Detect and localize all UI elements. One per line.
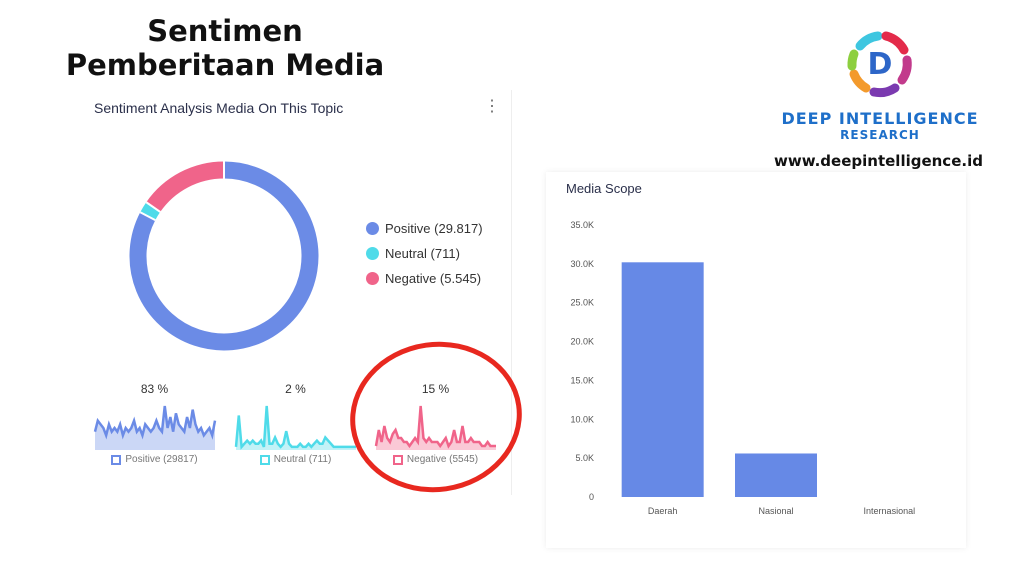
logo: D DEEP INTELLIGENCE RESEARCH (780, 24, 980, 142)
checkbox-icon (259, 454, 270, 465)
legend-negative[interactable]: Negative (5.545) (366, 266, 483, 291)
x-tick-label: Internasional (864, 506, 916, 516)
donut-slice-1[interactable] (140, 202, 161, 221)
sparkline-chart (93, 405, 216, 450)
y-tick-label: 15.0K (570, 375, 594, 385)
sparkline-chart (234, 405, 356, 450)
y-tick-label: 0 (589, 492, 594, 502)
sparkline-line (234, 405, 356, 450)
sparkline-label: Neutral (711) (273, 454, 332, 465)
percent-label: 83 % (140, 382, 169, 396)
brand-sub: RESEARCH (840, 128, 920, 142)
checkbox-icon (111, 454, 122, 465)
slice-separator (145, 201, 161, 213)
sparkline-chart (374, 405, 496, 450)
sparkline-label: Negative (5545) (406, 454, 479, 465)
checkbox-icon (392, 454, 403, 465)
y-tick-label: 5.0K (575, 453, 594, 463)
y-tick-label: 35.0K (570, 220, 594, 230)
sparkline-neutral: 2 % Neutral (711) (233, 382, 358, 465)
percent-label: 2 % (285, 382, 306, 396)
brand-name: DEEP INTELLIGENCE (781, 109, 979, 128)
page-title: Sentimen Pemberitaan Media (65, 14, 385, 82)
sparkline-area (94, 406, 215, 450)
donut-slice-0[interactable] (129, 161, 319, 351)
percent-label: 15 % (421, 382, 450, 396)
x-tick-label: Nasional (758, 506, 793, 516)
neutral-dot-icon (366, 247, 379, 260)
media-scope-card: Media Scope 0 5.0K 10.0K 15.0K 20.0K 25.0K 30.… (546, 172, 966, 548)
positive-dot-icon (366, 222, 379, 235)
sparkline-legend[interactable]: Neutral (711) (233, 454, 358, 465)
legend-label: Positive (29.817) (385, 221, 483, 236)
donut-slice-2[interactable] (146, 161, 225, 213)
kebab-menu-icon[interactable]: ⋮ (484, 98, 500, 115)
card-title: Sentiment Analysis Media On This Topic (94, 100, 344, 116)
y-tick-label: 20.0K (570, 337, 594, 347)
sparkline-line (93, 405, 216, 440)
logo-icon: D (847, 31, 912, 98)
sentiment-card: Sentiment Analysis Media On This Topic ⋮… (78, 90, 512, 495)
slice-separator (139, 211, 156, 222)
bar-nasional[interactable] (735, 453, 817, 497)
chart-title: Media Scope (566, 181, 642, 196)
sparkline-line (374, 405, 496, 449)
y-tick-label: 30.0K (570, 259, 594, 269)
sparkline-label: Positive (29817) (125, 454, 198, 465)
donut-chart (129, 161, 319, 351)
x-tick-label: Daerah (648, 506, 678, 516)
legend-neutral[interactable]: Neutral (711) (366, 241, 483, 266)
legend-positive[interactable]: Positive (29.817) (366, 216, 483, 241)
sparkline-legend[interactable]: Positive (29817) (92, 454, 217, 465)
svg-text:D: D (868, 47, 893, 82)
y-tick-label: 25.0K (570, 298, 594, 308)
legend-label: Negative (5.545) (385, 271, 482, 286)
y-tick-label: 10.0K (570, 414, 594, 424)
sparkline-positive: 83 % Positive (29817) (92, 382, 217, 465)
bar-daerah[interactable] (621, 262, 704, 497)
legend-label: Neutral (711) (385, 246, 460, 261)
sparkline-area (375, 406, 496, 450)
donut-legend: Positive (29.817) Neutral (711) Negative… (366, 216, 483, 291)
website-url[interactable]: www.deepintelligence.id (774, 152, 983, 170)
sparkline-negative: 15 % Negative (5545) (373, 382, 498, 465)
bar-chart: 0 5.0K 10.0K 15.0K 20.0K 25.0K 30.0K 35.0K Daera… (570, 220, 916, 516)
negative-dot-icon (366, 272, 379, 285)
sparkline-legend[interactable]: Negative (5545) (373, 454, 498, 465)
